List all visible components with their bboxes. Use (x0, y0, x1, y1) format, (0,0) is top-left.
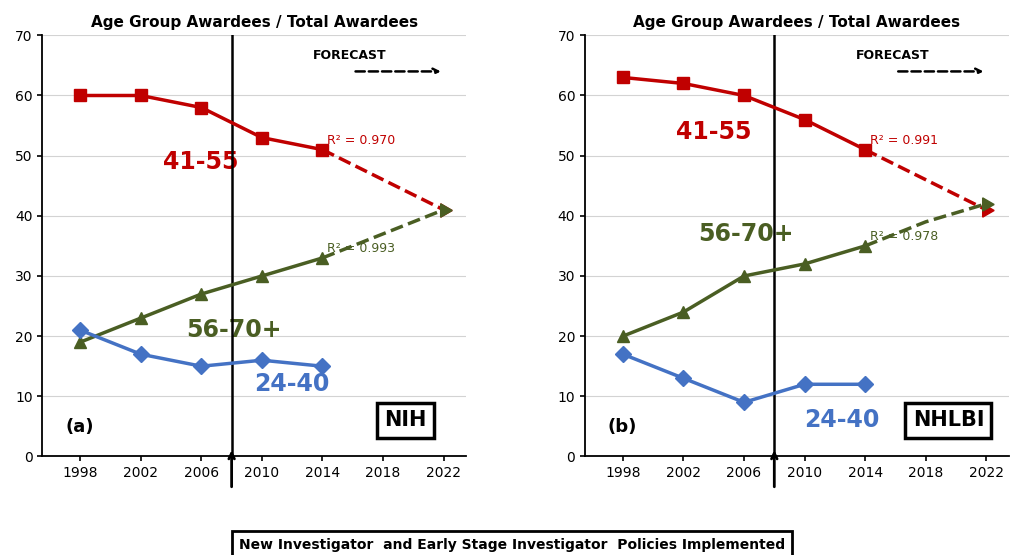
Text: FORECAST: FORECAST (856, 49, 929, 62)
Text: R² = 0.978: R² = 0.978 (869, 230, 938, 243)
Text: R² = 0.993: R² = 0.993 (327, 242, 395, 255)
Text: 24-40: 24-40 (805, 408, 880, 432)
Text: NIH: NIH (385, 410, 427, 430)
Text: R² = 0.991: R² = 0.991 (869, 134, 938, 147)
Text: 56-70+: 56-70+ (698, 222, 794, 246)
Text: 41-55: 41-55 (164, 150, 239, 174)
Text: FORECAST: FORECAST (313, 49, 386, 62)
Text: (b): (b) (607, 418, 637, 436)
Text: (a): (a) (66, 418, 93, 436)
Text: 41-55: 41-55 (676, 119, 752, 144)
Text: NHLBI: NHLBI (912, 410, 984, 430)
Text: R² = 0.970: R² = 0.970 (327, 134, 395, 147)
Text: 24-40: 24-40 (254, 372, 330, 396)
Title: Age Group Awardees / Total Awardees: Age Group Awardees / Total Awardees (634, 15, 961, 30)
Text: New Investigator  and Early Stage Investigator  Policies Implemented: New Investigator and Early Stage Investi… (239, 538, 785, 552)
Title: Age Group Awardees / Total Awardees: Age Group Awardees / Total Awardees (91, 15, 418, 30)
Text: 56-70+: 56-70+ (186, 318, 282, 342)
